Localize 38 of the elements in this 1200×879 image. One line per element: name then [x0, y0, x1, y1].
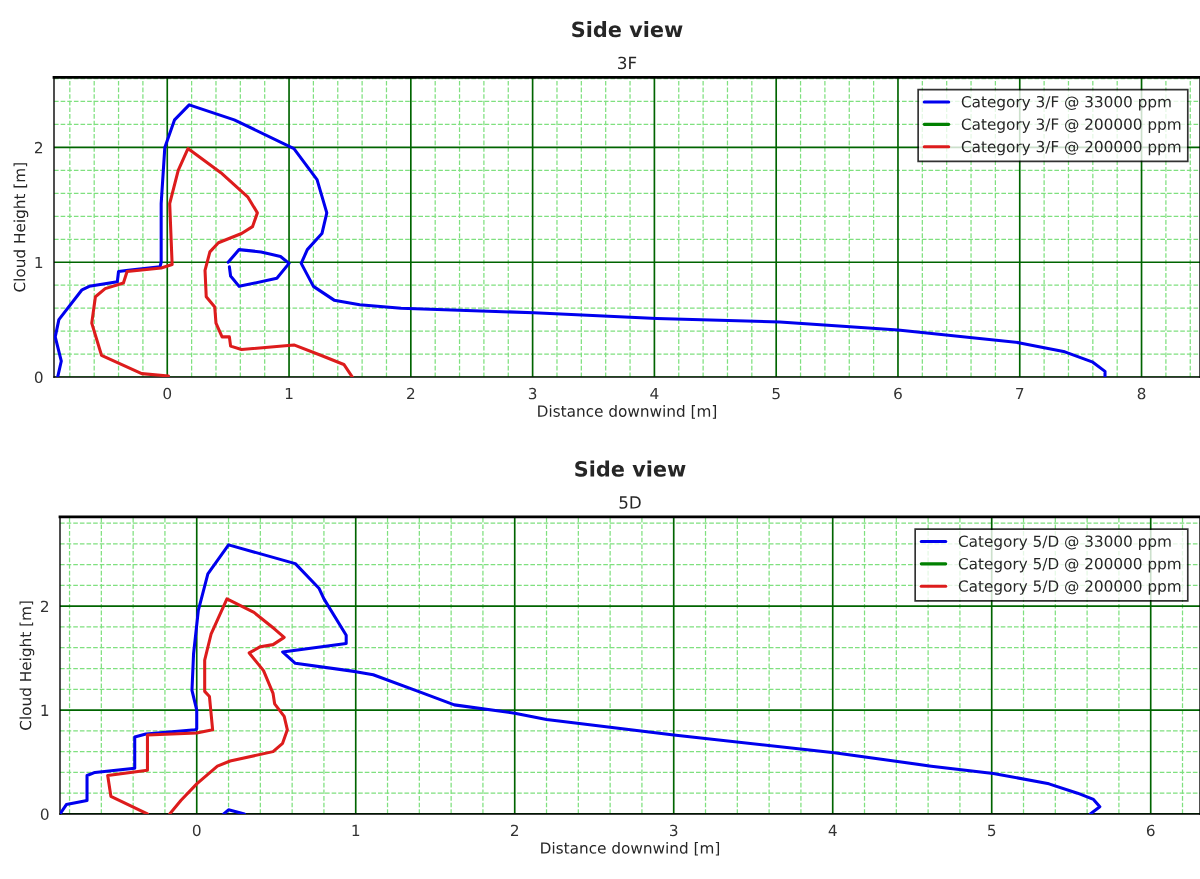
legend-label: Category 3/F @ 33000 ppm: [961, 95, 1171, 111]
x-tick-label: 3: [670, 824, 678, 837]
x-tick-label: 4: [828, 824, 837, 836]
x-axis-title: Distance downwind [m]: [538, 405, 717, 419]
y-tick-label: 0: [40, 808, 49, 820]
legend-label: Category 3/F @ 200000 ppm: [961, 118, 1181, 133]
chart-subtitle: 3F: [618, 56, 637, 70]
x-tick-label: 5: [988, 824, 996, 837]
y-tick-label: 2: [34, 141, 43, 154]
y-axis-title: Cloud Height [m]: [19, 601, 35, 730]
x-tick-label: 1: [352, 824, 360, 836]
legend-label: Category 3/F @ 200000 ppm: [961, 140, 1181, 156]
legend-label: Category 5/D @ 200000 ppm: [958, 580, 1181, 595]
x-tick-label: 0: [192, 824, 201, 837]
line-series: [106, 597, 289, 814]
chart-subtitle: 5D: [619, 496, 641, 509]
x-tick-label: 4: [650, 387, 659, 400]
x-tick-label: 8: [1137, 387, 1146, 400]
y-tick-label: 1: [35, 256, 43, 269]
x-tick-label: 2: [510, 824, 519, 836]
x-axis-title: Distance downwind [m]: [541, 841, 720, 856]
y-axis-title: Cloud Height [m]: [13, 163, 29, 292]
line-series: [90, 147, 354, 378]
chart-title: Side view: [575, 460, 686, 477]
x-tick-label: 6: [894, 387, 902, 400]
legend-label: Category 5/D @ 33000 ppm: [958, 535, 1171, 550]
x-tick-label: 6: [1146, 824, 1155, 837]
x-tick-label: 3: [528, 387, 537, 400]
chart-title: Side view: [572, 21, 683, 38]
y-tick-label: 0: [34, 371, 43, 384]
x-tick-label: 0: [163, 387, 172, 400]
y-tick-label: 1: [41, 704, 49, 716]
x-tick-label: 5: [772, 387, 780, 400]
x-tick-label: 1: [285, 387, 293, 400]
x-tick-label: 7: [1016, 387, 1024, 400]
y-tick-label: 2: [40, 600, 49, 612]
x-tick-label: 2: [407, 387, 415, 400]
legend-label: Category 5/D @ 200000 ppm: [958, 557, 1181, 573]
